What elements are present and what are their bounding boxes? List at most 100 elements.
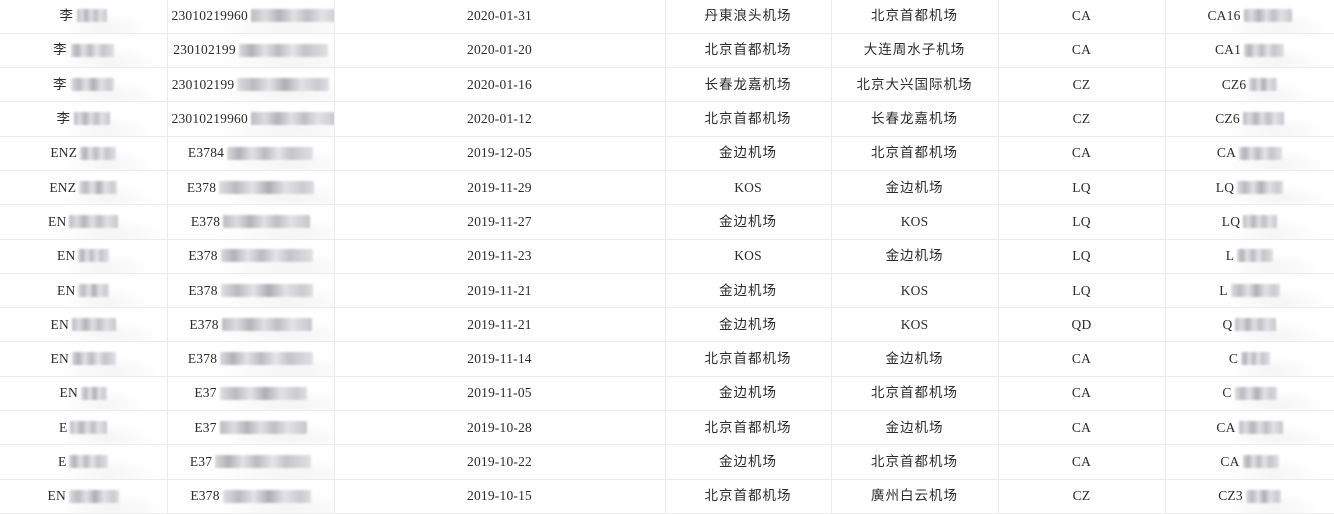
cell-flight-number[interactable]: CA — [1165, 410, 1334, 446]
cell-arrival-airport[interactable]: 金边机场 — [831, 410, 999, 446]
cell-flight-number[interactable]: L — [1165, 273, 1334, 309]
cell-flight-date[interactable]: 2020-01-12 — [334, 101, 666, 137]
cell-arrival-airport[interactable]: 金边机场 — [831, 341, 999, 377]
cell-arrival-airport[interactable]: 北京首都机场 — [831, 136, 999, 171]
cell-flight-number[interactable]: CA16 — [1165, 0, 1334, 34]
cell-flight-number[interactable]: C — [1165, 341, 1334, 377]
cell-id-number[interactable]: E378 — [167, 273, 335, 309]
cell-passenger-name[interactable]: EN — [0, 479, 168, 514]
cell-flight-number[interactable]: Q — [1165, 307, 1334, 343]
cell-departure-airport[interactable]: 丹東浪头机场 — [665, 0, 832, 34]
cell-departure-airport[interactable]: KOS — [665, 239, 832, 274]
cell-airline-code[interactable]: CZ — [998, 479, 1166, 514]
cell-departure-airport[interactable]: 金边机场 — [665, 273, 832, 309]
cell-airline-code[interactable]: CZ — [998, 101, 1166, 137]
cell-id-number[interactable]: 23010219960 — [167, 101, 335, 137]
cell-passenger-name[interactable]: EN — [0, 204, 168, 240]
cell-flight-number[interactable]: CA — [1165, 136, 1334, 171]
cell-id-number[interactable]: E378 — [167, 307, 335, 343]
cell-flight-date[interactable]: 2020-01-20 — [334, 33, 666, 69]
cell-airline-code[interactable]: LQ — [998, 204, 1166, 240]
cell-id-number[interactable]: 230102199 — [167, 67, 335, 103]
cell-passenger-name[interactable]: 李 — [0, 67, 168, 103]
cell-departure-airport[interactable]: 长春龙嘉机场 — [665, 67, 832, 103]
table-row[interactable]: 李 230102199 2020-01-20 北京首都机场 大连周水子机场 CA CA1 — [0, 33, 1334, 69]
cell-passenger-name[interactable]: EN — [0, 307, 168, 343]
cell-airline-code[interactable]: CA — [998, 33, 1166, 69]
cell-airline-code[interactable]: CA — [998, 0, 1166, 34]
cell-arrival-airport[interactable]: 大连周水子机场 — [831, 33, 999, 69]
cell-arrival-airport[interactable]: 金边机场 — [831, 170, 999, 206]
cell-airline-code[interactable]: CA — [998, 341, 1166, 377]
cell-passenger-name[interactable]: 李 — [0, 33, 168, 69]
cell-flight-date[interactable]: 2019-10-22 — [334, 444, 666, 480]
cell-id-number[interactable]: E378 — [167, 341, 335, 377]
cell-passenger-name[interactable]: ENZ — [0, 170, 168, 206]
cell-passenger-name[interactable]: E — [0, 410, 168, 446]
cell-flight-date[interactable]: 2019-11-21 — [334, 307, 666, 343]
cell-passenger-name[interactable]: ENZ — [0, 136, 168, 171]
cell-arrival-airport[interactable]: 北京大兴国际机场 — [831, 67, 999, 103]
cell-flight-date[interactable]: 2020-01-31 — [334, 0, 666, 34]
cell-flight-number[interactable]: L — [1165, 239, 1334, 274]
cell-passenger-name[interactable]: EN — [0, 273, 168, 309]
cell-flight-number[interactable]: CA1 — [1165, 33, 1334, 69]
cell-flight-date[interactable]: 2019-11-29 — [334, 170, 666, 206]
cell-departure-airport[interactable]: 北京首都机场 — [665, 101, 832, 137]
cell-flight-date[interactable]: 2019-11-14 — [334, 341, 666, 377]
cell-arrival-airport[interactable]: 金边机场 — [831, 239, 999, 274]
cell-id-number[interactable]: E378 — [167, 204, 335, 240]
table-row[interactable]: 李 23010219960 2020-01-31 丹東浪头机场 北京首都机场 CA CA16 — [0, 0, 1334, 34]
cell-id-number[interactable]: 23010219960 — [167, 0, 335, 34]
cell-id-number[interactable]: E3784 — [167, 136, 335, 171]
cell-passenger-name[interactable]: EN — [0, 341, 168, 377]
cell-passenger-name[interactable]: 李 — [0, 0, 168, 34]
cell-airline-code[interactable]: CA — [998, 444, 1166, 480]
cell-flight-date[interactable]: 2020-01-16 — [334, 67, 666, 103]
cell-airline-code[interactable]: CA — [998, 410, 1166, 446]
table-row[interactable]: 李 230102199 2020-01-16 长春龙嘉机场 北京大兴国际机场 CZ CZ6 — [0, 67, 1334, 103]
cell-flight-number[interactable]: CA — [1165, 444, 1334, 480]
cell-flight-number[interactable]: LQ — [1165, 170, 1334, 206]
cell-airline-code[interactable]: CA — [998, 136, 1166, 171]
cell-flight-number[interactable]: LQ — [1165, 204, 1334, 240]
cell-flight-date[interactable]: 2019-12-05 — [334, 136, 666, 171]
cell-id-number[interactable]: E37 — [167, 376, 335, 412]
cell-departure-airport[interactable]: KOS — [665, 170, 832, 206]
cell-airline-code[interactable]: CA — [998, 376, 1166, 412]
cell-passenger-name[interactable]: E — [0, 444, 168, 480]
cell-departure-airport[interactable]: 金边机场 — [665, 444, 832, 480]
cell-departure-airport[interactable]: 金边机场 — [665, 376, 832, 412]
cell-id-number[interactable]: E378 — [167, 170, 335, 206]
cell-departure-airport[interactable]: 北京首都机场 — [665, 410, 832, 446]
cell-id-number[interactable]: E37 — [167, 444, 335, 480]
cell-arrival-airport[interactable]: 长春龙嘉机场 — [831, 101, 999, 137]
cell-airline-code[interactable]: LQ — [998, 273, 1166, 309]
cell-departure-airport[interactable]: 金边机场 — [665, 136, 832, 171]
cell-id-number[interactable]: E378 — [167, 239, 335, 274]
cell-arrival-airport[interactable]: 北京首都机场 — [831, 376, 999, 412]
cell-arrival-airport[interactable]: 北京首都机场 — [831, 0, 999, 34]
cell-arrival-airport[interactable]: KOS — [831, 204, 999, 240]
cell-airline-code[interactable]: LQ — [998, 239, 1166, 274]
cell-flight-date[interactable]: 2019-11-05 — [334, 376, 666, 412]
cell-id-number[interactable]: E378 — [167, 479, 335, 514]
cell-airline-code[interactable]: CZ — [998, 67, 1166, 103]
cell-flight-date[interactable]: 2019-11-27 — [334, 204, 666, 240]
cell-flight-number[interactable]: CZ6 — [1165, 67, 1334, 103]
cell-airline-code[interactable]: QD — [998, 307, 1166, 343]
cell-departure-airport[interactable]: 北京首都机场 — [665, 33, 832, 69]
cell-id-number[interactable]: 230102199 — [167, 33, 335, 69]
cell-passenger-name[interactable]: EN — [0, 239, 168, 274]
cell-departure-airport[interactable]: 金边机场 — [665, 204, 832, 240]
